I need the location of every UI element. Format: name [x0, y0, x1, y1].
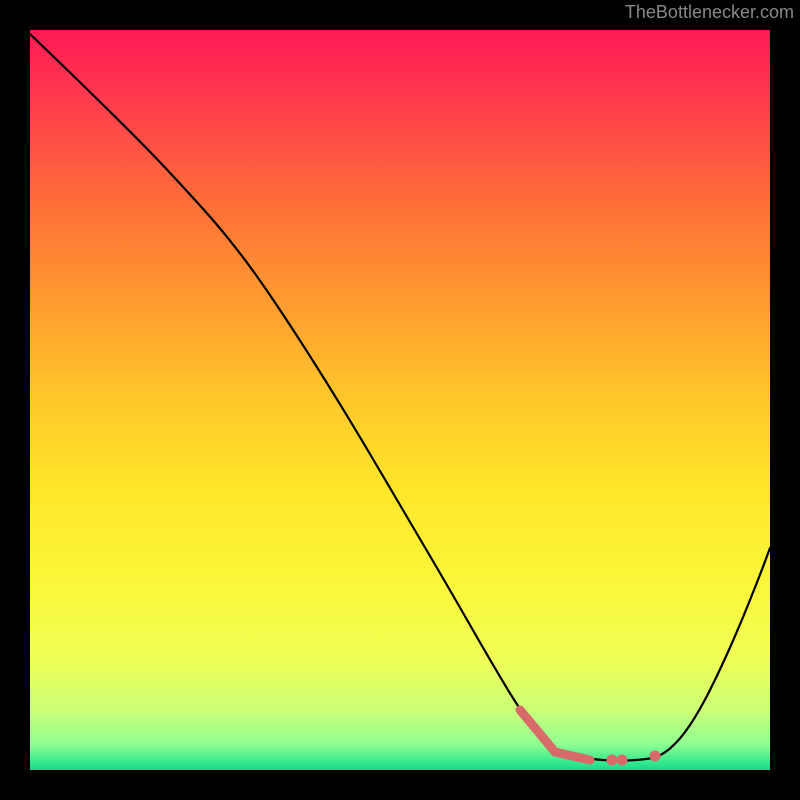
plot-area — [30, 30, 770, 770]
highlight-markers — [30, 30, 770, 770]
watermark-text: TheBottlenecker.com — [625, 2, 794, 23]
